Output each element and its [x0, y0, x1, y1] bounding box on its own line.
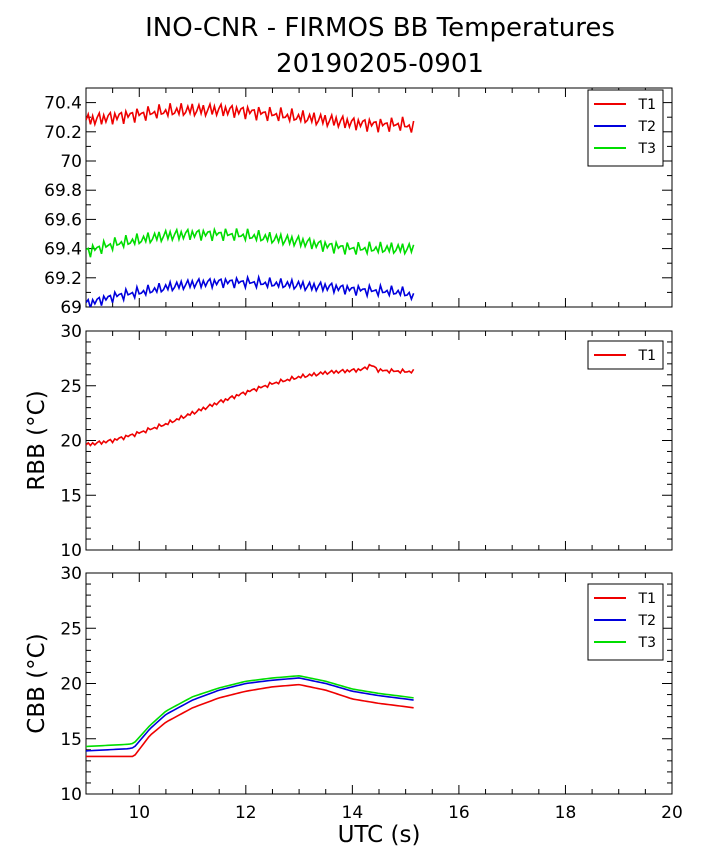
series-line-t1 [86, 101, 415, 133]
panel-2: 10 15 20 25 30 RBB (°C) T1 [24, 322, 673, 561]
x-tick-label: 10 [128, 803, 150, 823]
plot-frame [85, 87, 673, 308]
y-tick-label: 70.2 [44, 123, 82, 143]
y-tick-label: 70.4 [44, 94, 82, 114]
x-tick-label: 20 [661, 803, 683, 823]
legend-label: T2 [638, 613, 656, 629]
panel-3: 10 15 20 25 30 10 12 14 16 18 20 CBB (°C) UTC (s) T1 T… [24, 564, 683, 848]
x-tick-label: 12 [235, 803, 257, 823]
x-tick-label: 14 [342, 803, 364, 823]
panel-1: 69 69.2 69.4 69.6 69.8 70 70.2 70.4 T1 T2 T3 [44, 87, 673, 318]
series-line-t3 [86, 674, 414, 748]
x-axis-label: UTC (s) [338, 822, 421, 848]
x-tick-label: 18 [555, 803, 577, 823]
y-tick-label: 10 [60, 541, 82, 561]
legend-label: T1 [638, 591, 656, 607]
series-line-t1 [86, 363, 415, 447]
y-tick-label: 69.4 [44, 240, 82, 260]
chart-title-line1: INO-CNR - FIRMOS BB Temperatures [145, 13, 615, 43]
legend-label: T2 [638, 119, 656, 135]
y-tick-label: 25 [60, 377, 82, 397]
y-tick-label: 25 [60, 619, 82, 639]
y-tick-label: 69.6 [44, 210, 82, 230]
plot-frame [85, 330, 673, 551]
legend-box [587, 89, 664, 167]
y-tick-label: 15 [60, 730, 82, 750]
chart-title-line2: 20190205-0901 [276, 49, 484, 79]
series-line-t2 [86, 274, 415, 307]
legend-label: T1 [638, 348, 656, 364]
y-tick-label: 10 [60, 785, 82, 805]
plot-frame [85, 572, 673, 795]
y-tick-label: 20 [60, 675, 82, 695]
y-tick-label: 30 [60, 322, 82, 342]
x-tick-label: 16 [448, 803, 470, 823]
legend-box [587, 583, 664, 661]
legend-label: T3 [638, 635, 656, 651]
y-tick-label: 69.8 [44, 181, 82, 201]
legend-label: T3 [638, 141, 656, 157]
y-tick-label: 69.2 [44, 269, 82, 289]
y-tick-label: 20 [60, 432, 82, 452]
series-line-t3 [86, 226, 415, 258]
series-line-t1 [86, 683, 414, 758]
series-line-t2 [86, 677, 414, 752]
y-tick-label: 70 [60, 152, 82, 172]
legend-label: T1 [638, 97, 656, 113]
y-tick-label: 30 [60, 564, 82, 584]
y-tick-label: 69 [60, 298, 82, 318]
y-axis-label: RBB (°C) [24, 390, 50, 490]
y-tick-label: 15 [60, 486, 82, 506]
y-axis-label: CBB (°C) [24, 633, 50, 733]
